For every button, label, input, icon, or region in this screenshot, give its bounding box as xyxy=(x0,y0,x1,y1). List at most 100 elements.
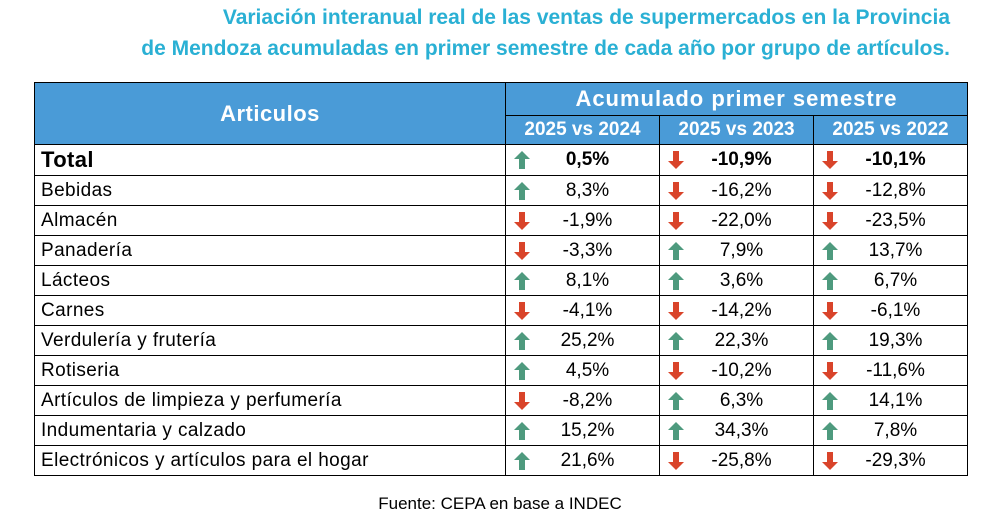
up-arrow-icon xyxy=(514,332,530,350)
row-label: Verdulería y frutería xyxy=(34,325,506,356)
value-cell: -3,3% xyxy=(505,235,660,266)
value-text: 15,2% xyxy=(560,419,615,441)
row-label: Bebidas xyxy=(34,175,506,206)
value-cell: 34,3% xyxy=(659,415,814,446)
row-label: Electrónicos y artículos para el hogar xyxy=(34,445,506,476)
up-arrow-icon xyxy=(668,332,684,350)
value-cell: -12,8% xyxy=(813,175,968,206)
value-text: 22,3% xyxy=(714,329,769,351)
title-line-1: Variación interanual real de las ventas … xyxy=(222,6,950,29)
value-text: -8,2% xyxy=(562,389,613,411)
value-cell: -29,3% xyxy=(813,445,968,476)
down-arrow-icon xyxy=(822,151,838,169)
value-text: 25,2% xyxy=(560,329,615,351)
up-arrow-icon xyxy=(514,362,530,380)
down-arrow-icon xyxy=(822,182,838,200)
table-row: Bebidas 8,3% -16,2% -12,8% xyxy=(34,175,968,206)
value-cell: -1,9% xyxy=(505,205,660,236)
value-text: -16,2% xyxy=(711,179,772,201)
up-arrow-icon xyxy=(668,422,684,440)
value-cell: -10,9% xyxy=(659,144,814,176)
value-text: -25,8% xyxy=(711,449,772,471)
value-text: 8,1% xyxy=(565,269,610,291)
value-cell: -10,1% xyxy=(813,144,968,176)
value-cell: 6,7% xyxy=(813,265,968,296)
up-arrow-icon xyxy=(822,332,838,350)
value-text: -10,1% xyxy=(865,149,926,170)
value-text: 7,8% xyxy=(873,419,918,441)
value-text: 8,3% xyxy=(565,179,610,201)
row-label: Artículos de limpieza y perfumería xyxy=(34,385,506,416)
up-arrow-icon xyxy=(668,272,684,290)
value-cell: -4,1% xyxy=(505,295,660,326)
source-note: Fuente: CEPA en base a INDEC xyxy=(378,494,622,513)
row-label: Panadería xyxy=(34,235,506,266)
value-cell: -8,2% xyxy=(505,385,660,416)
up-arrow-icon xyxy=(668,392,684,410)
down-arrow-icon xyxy=(822,212,838,230)
value-cell: 14,1% xyxy=(813,385,968,416)
up-arrow-icon xyxy=(822,272,838,290)
value-cell: 8,3% xyxy=(505,175,660,206)
down-arrow-icon xyxy=(668,302,684,320)
value-cell: -25,8% xyxy=(659,445,814,476)
header-2025-vs-2022: 2025 vs 2022 xyxy=(813,115,968,145)
table-row: Total 0,5% -10,9% -10,1% xyxy=(34,144,968,176)
value-cell: 6,3% xyxy=(659,385,814,416)
row-label: Carnes xyxy=(34,295,506,326)
value-cell: 25,2% xyxy=(505,325,660,356)
value-cell: 22,3% xyxy=(659,325,814,356)
up-arrow-icon xyxy=(514,422,530,440)
value-text: -23,5% xyxy=(865,209,926,231)
up-arrow-icon xyxy=(514,151,530,169)
up-arrow-icon xyxy=(822,392,838,410)
value-text: -4,1% xyxy=(562,299,613,321)
value-text: -14,2% xyxy=(711,299,772,321)
value-text: -6,1% xyxy=(870,299,921,321)
value-text: -29,3% xyxy=(865,449,926,471)
table-row: Carnes -4,1% -14,2% -6,1% xyxy=(34,295,968,326)
down-arrow-icon xyxy=(514,392,530,410)
value-cell: 15,2% xyxy=(505,415,660,446)
header-2025-vs-2023: 2025 vs 2023 xyxy=(659,115,814,145)
value-text: -10,2% xyxy=(711,359,772,381)
value-text: 0,5% xyxy=(565,149,610,170)
value-text: 34,3% xyxy=(714,419,769,441)
value-text: -10,9% xyxy=(711,149,772,170)
value-cell: 7,9% xyxy=(659,235,814,266)
up-arrow-icon xyxy=(822,422,838,440)
value-cell: 19,3% xyxy=(813,325,968,356)
value-cell: 3,6% xyxy=(659,265,814,296)
value-text: 7,9% xyxy=(719,239,764,261)
value-cell: -23,5% xyxy=(813,205,968,236)
sales-table: Articulos Acumulado primer semestre 2025… xyxy=(34,82,968,476)
down-arrow-icon xyxy=(514,302,530,320)
table-row: Almacén -1,9% -22,0% -23,5% xyxy=(34,205,968,236)
down-arrow-icon xyxy=(822,362,838,380)
row-label: Total xyxy=(34,144,506,176)
up-arrow-icon xyxy=(514,272,530,290)
value-cell: 8,1% xyxy=(505,265,660,296)
value-cell: -16,2% xyxy=(659,175,814,206)
down-arrow-icon xyxy=(822,452,838,470)
down-arrow-icon xyxy=(668,151,684,169)
value-cell: -10,2% xyxy=(659,355,814,386)
value-cell: -14,2% xyxy=(659,295,814,326)
table-row: Artículos de limpieza y perfumería -8,2% 6… xyxy=(34,385,968,416)
table-row: Verdulería y frutería 25,2% 22,3% 19,3% xyxy=(34,325,968,356)
value-cell: -11,6% xyxy=(813,355,968,386)
down-arrow-icon xyxy=(668,452,684,470)
value-text: 4,5% xyxy=(565,359,610,381)
row-label: Lácteos xyxy=(34,265,506,296)
value-text: 21,6% xyxy=(560,449,615,471)
value-text: -3,3% xyxy=(562,239,613,261)
down-arrow-icon xyxy=(514,242,530,260)
down-arrow-icon xyxy=(668,212,684,230)
up-arrow-icon xyxy=(668,242,684,260)
value-cell: -6,1% xyxy=(813,295,968,326)
table-row: Electrónicos y artículos para el hogar 21… xyxy=(34,445,968,476)
down-arrow-icon xyxy=(668,362,684,380)
value-cell: 21,6% xyxy=(505,445,660,476)
value-text: 6,7% xyxy=(873,269,918,291)
title-line-2: de Mendoza acumuladas en primer semestre… xyxy=(141,37,950,60)
